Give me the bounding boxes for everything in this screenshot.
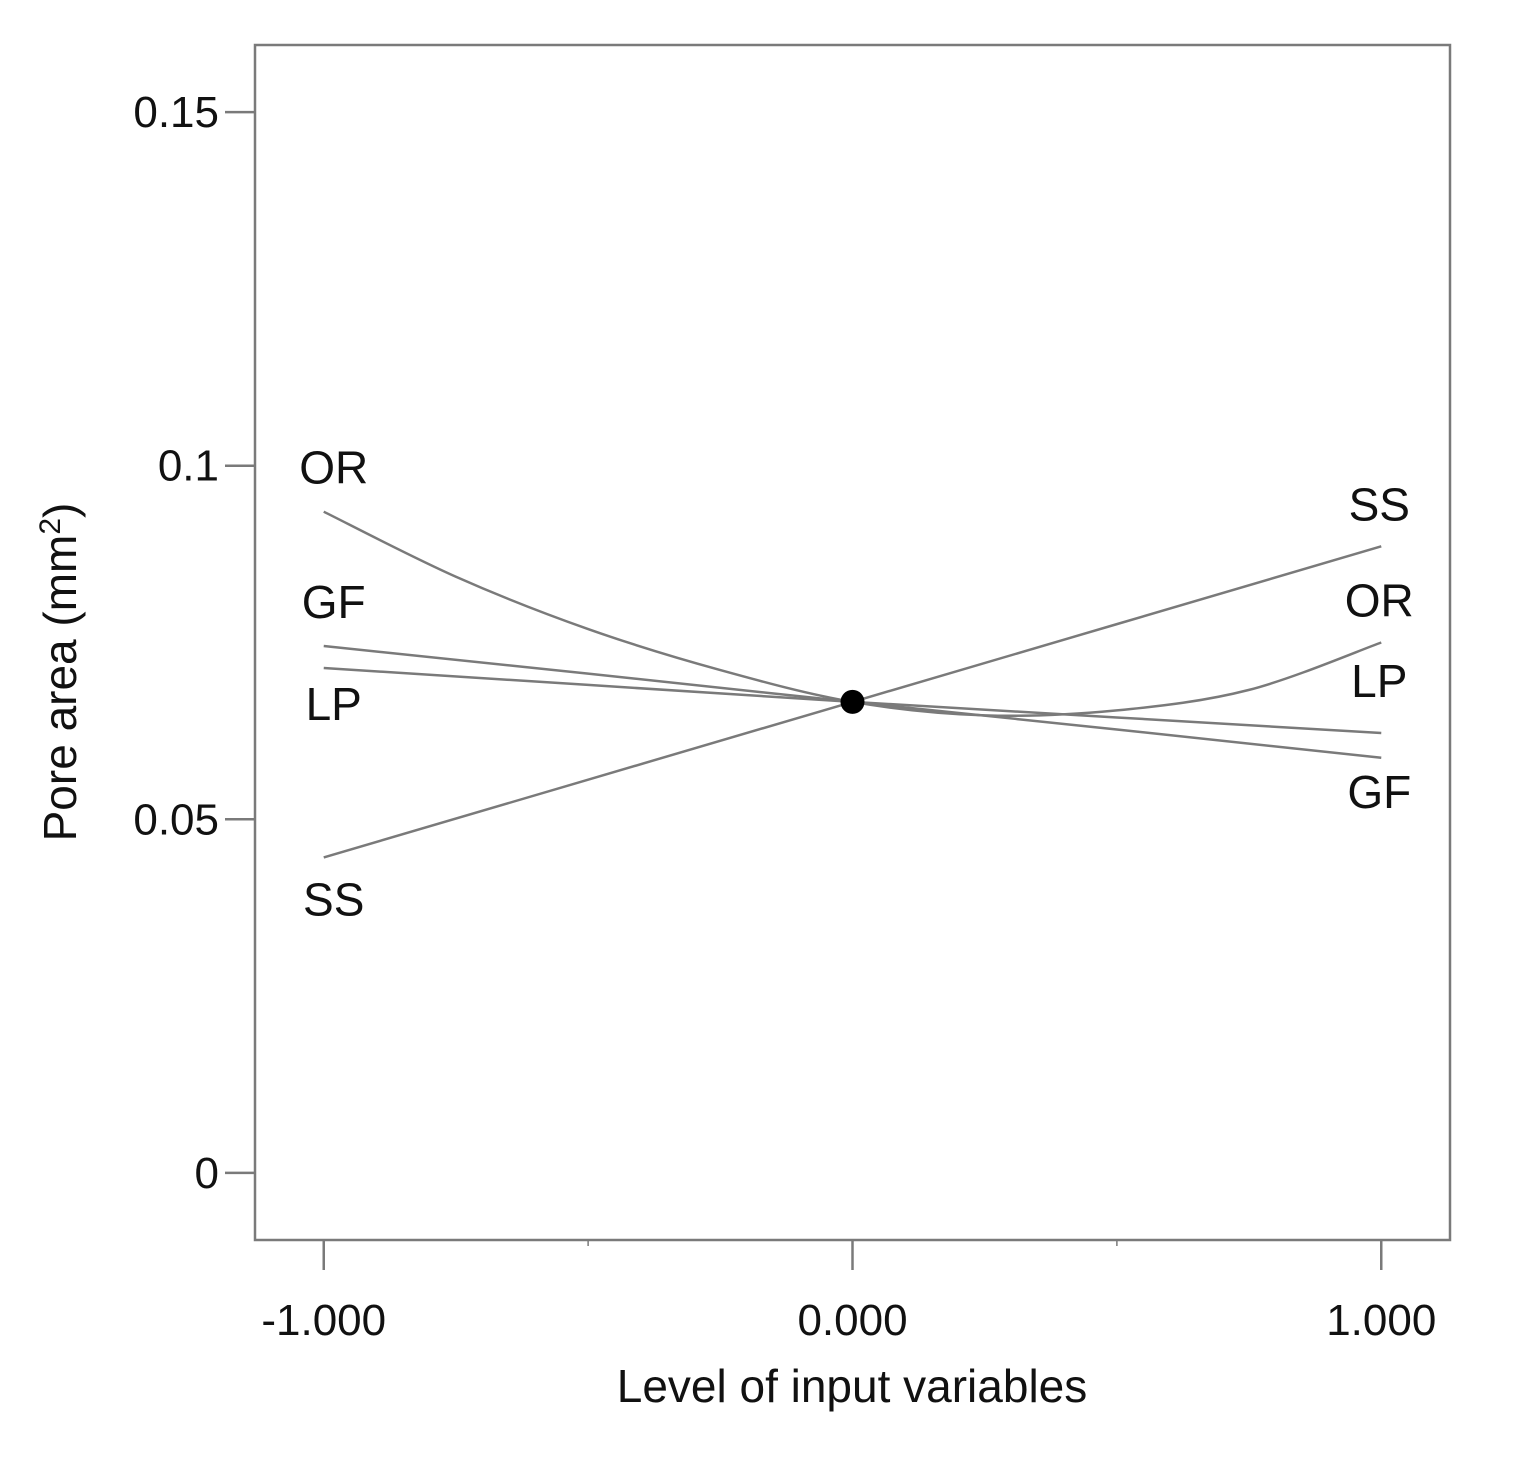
series-label-left-ss: SS [303,873,364,925]
series-lines [323,510,1382,859]
x-axis-title: Level of input variables [617,1360,1088,1412]
series-labels: OR OR GF GF LP LP SS SS [299,442,1414,926]
y-axis-title-close: ) [34,503,86,518]
series-label-left-or: OR [299,442,368,494]
x-tick-label: 1.000 [1326,1296,1436,1345]
y-tick-label: 0 [195,1149,219,1198]
x-tick-label: -1.000 [261,1296,386,1345]
series-label-left-lp: LP [306,678,362,730]
series-label-right-gf: GF [1347,766,1411,818]
center-point [840,689,865,714]
y-axis-ticks: 0 0.05 0.1 0.15 [133,88,255,1198]
y-tick-label: 0.1 [158,442,219,491]
series-label-right-lp: LP [1351,655,1407,707]
y-tick-label: 0.15 [133,88,219,137]
x-axis-ticks: -1.000 0.000 1.000 [261,1240,1436,1345]
series-line-or [323,510,1382,718]
series-label-left-gf: GF [302,576,366,628]
y-axis-title-superscript: 2 [34,518,67,535]
y-axis-title: Pore area (mm2) [34,503,86,842]
series-label-right-or: OR [1345,575,1414,627]
y-tick-label: 0.05 [133,795,219,844]
plot-frame [253,43,1452,1242]
y-axis-title-main: Pore area (mm [34,535,86,842]
x-tick-label: 0.000 [797,1296,907,1345]
series-label-right-ss: SS [1349,478,1410,530]
